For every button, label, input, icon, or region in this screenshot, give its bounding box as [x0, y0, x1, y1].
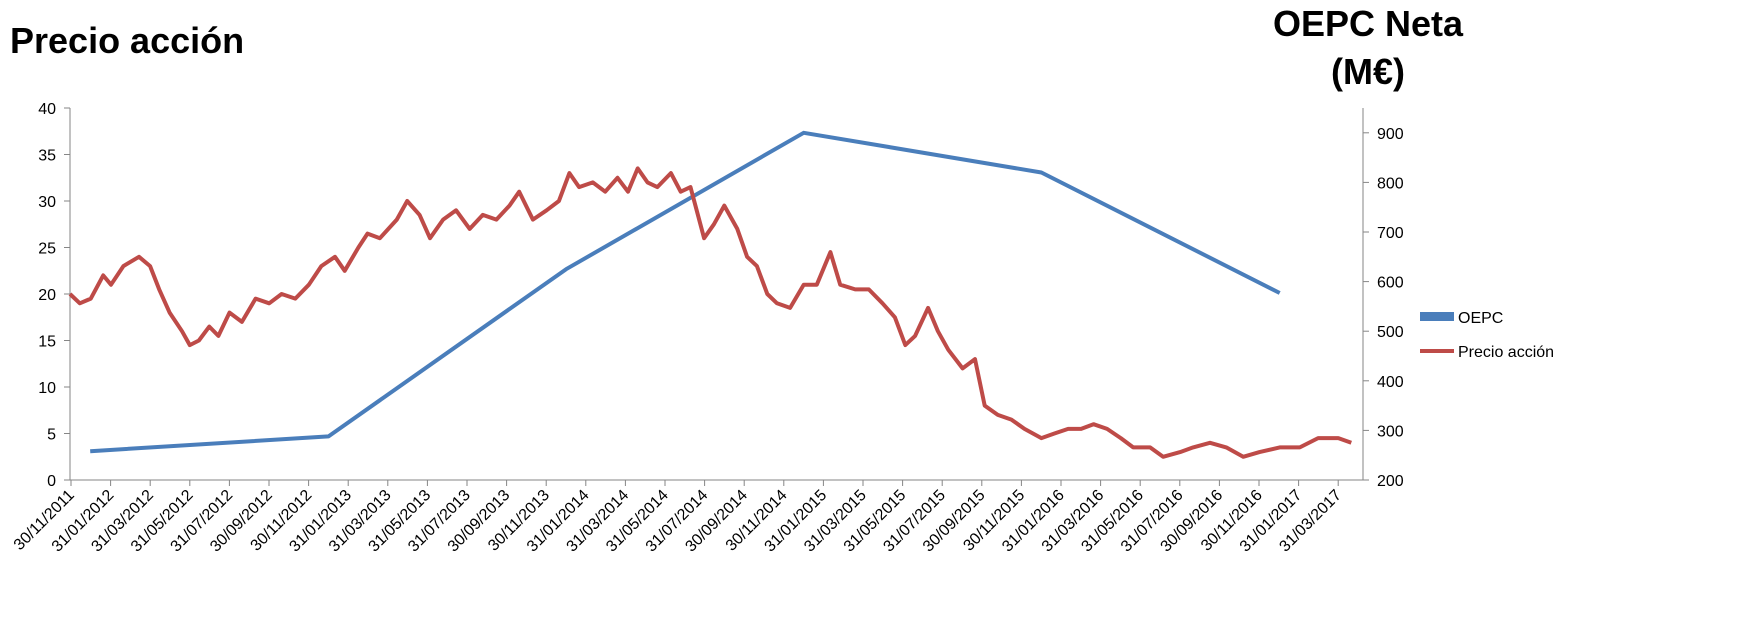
y-left-tick-label: 25	[38, 241, 56, 258]
y-right-tick-label: 500	[1377, 324, 1404, 341]
y-right-tick-label: 300	[1377, 423, 1404, 440]
left-axis-title: Precio acción	[10, 20, 245, 61]
x-ticks: 30/11/201131/01/201231/03/201231/05/2012…	[11, 480, 1345, 555]
y-right-tick-label: 700	[1377, 225, 1404, 242]
y-left-tick-label: 15	[38, 334, 56, 351]
axes	[69, 108, 1364, 481]
y-right-tick-label: 800	[1377, 175, 1404, 192]
legend-label: OEPC	[1458, 310, 1503, 327]
y-left-tick-label: 10	[38, 380, 56, 397]
series-group	[68, 130, 1352, 459]
y-right-tick-label: 900	[1377, 126, 1404, 143]
y-right-tick-label: 400	[1377, 374, 1404, 391]
y-left-tick-label: 5	[47, 427, 56, 444]
right-axis-title-line1: OEPC Neta	[1272, 3, 1464, 44]
y-left-tick-label: 40	[38, 101, 56, 118]
y-left-tick-label: 30	[38, 194, 56, 211]
y-left-tick-label: 35	[38, 148, 56, 165]
legend: OEPC Precio acción	[1420, 310, 1554, 361]
y-right-tick-label: 200	[1377, 473, 1404, 490]
y-left-tick-label: 20	[38, 287, 56, 304]
y-right-ticks: 200 300 400 500 600 700 800 900	[1363, 126, 1404, 490]
right-axis-title: OEPC Neta (M€)	[1258, 0, 1478, 96]
y-left-ticks: 0 5 10 15 20 25 30 35 40	[38, 101, 70, 490]
right-axis-title-line2: (M€)	[1331, 51, 1405, 92]
series-line-oepc	[90, 130, 1281, 454]
series-line-precio-acci-n	[68, 166, 1352, 459]
y-left-tick-label: 0	[47, 473, 56, 490]
y-right-tick-label: 600	[1377, 275, 1404, 292]
legend-swatch	[1420, 312, 1454, 321]
legend-label: Precio acción	[1458, 344, 1554, 361]
